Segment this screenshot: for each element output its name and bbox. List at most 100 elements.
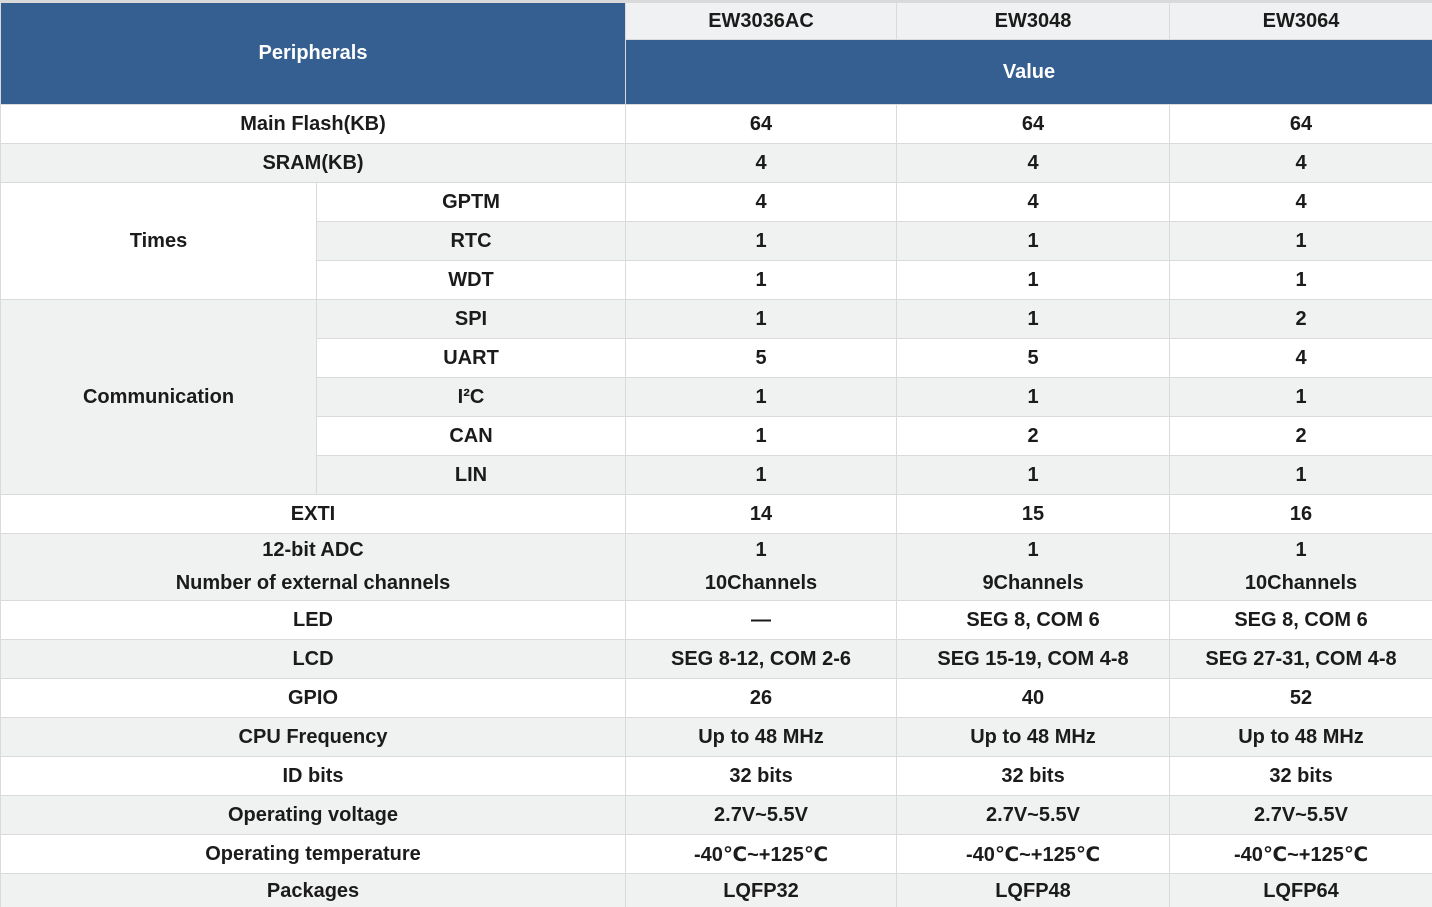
adc-count-ew3036ac: 1 [755,539,767,561]
model-header-ew3036ac: EW3036AC [625,2,898,40]
row-exti: EXTI 14 15 16 [0,494,1432,534]
exti-value-ew3064: 16 [1169,494,1432,534]
lin-value-ew3036ac: 1 [625,455,898,495]
gptm-value-ew3048: 4 [896,182,1171,222]
row-operating-voltage: Operating voltage 2.7V~5.5V 2.7V~5.5V 2.… [0,795,1432,835]
rtc-value-ew3048: 1 [896,221,1171,261]
adc-channels-ew3036ac: 10Channels [704,572,818,594]
communication-group-label: Communication [0,299,317,495]
row-rtc: RTC 1 1 1 [1,221,1432,261]
gpio-value-ew3064: 52 [1169,678,1432,718]
uart-value-ew3048: 5 [896,338,1171,378]
operating-voltage-value-ew3048: 2.7V~5.5V [896,795,1171,835]
operating-temperature-value-ew3036ac: -40℃~+125℃ [625,834,898,874]
row-led: LED — SEG 8, COM 6 SEG 8, COM 6 [0,600,1432,640]
row-cpu-frequency: CPU Frequency Up to 48 MHz Up to 48 MHz … [0,717,1432,757]
operating-voltage-label: Operating voltage [0,795,627,835]
i2c-value-ew3064: 1 [1169,377,1432,417]
row-main-flash: Main Flash(KB) 64 64 64 [0,104,1432,144]
main-flash-value-ew3036ac: 64 [625,104,898,144]
row-uart: UART 5 5 4 [1,338,1432,378]
cpu-frequency-label: CPU Frequency [0,717,627,757]
id-bits-value-ew3048: 32 bits [896,756,1171,796]
cpu-frequency-value-ew3048: Up to 48 MHz [896,717,1171,757]
sram-value-ew3036ac: 4 [625,143,898,183]
wdt-label: WDT [315,260,627,300]
top-border-line [0,0,1432,2]
row-id-bits: ID bits 32 bits 32 bits 32 bits [0,756,1432,796]
adc-count-ew3064: 1 [1295,539,1307,561]
spi-label: SPI [315,299,627,339]
lcd-value-ew3064: SEG 27-31, COM 4-8 [1169,639,1432,679]
adc-channels-ew3048: 9Channels [982,572,1084,594]
operating-temperature-label: Operating temperature [0,834,627,874]
adc-value-ew3048: 1 9Channels [896,533,1171,601]
gpio-label: GPIO [0,678,627,718]
exti-value-ew3036ac: 14 [625,494,898,534]
led-value-ew3048: SEG 8, COM 6 [896,600,1171,640]
i2c-label: I²C [315,377,627,417]
sram-value-ew3064: 4 [1169,143,1432,183]
packages-label: Packages [0,873,627,907]
exti-value-ew3048: 15 [896,494,1171,534]
adc-channels-ew3064: 10Channels [1244,572,1358,594]
row-wdt: WDT 1 1 1 [1,260,1432,300]
id-bits-value-ew3064: 32 bits [1169,756,1432,796]
rtc-value-ew3036ac: 1 [625,221,898,261]
can-value-ew3064: 2 [1169,416,1432,456]
row-gptm: Times GPTM 4 4 4 [0,182,1432,300]
row-i2c: I²C 1 1 1 [1,377,1432,417]
adc-label-line2: Number of external channels [175,572,451,594]
rtc-label: RTC [315,221,627,261]
id-bits-value-ew3036ac: 32 bits [625,756,898,796]
can-label: CAN [315,416,627,456]
model-header-ew3048: EW3048 [896,2,1171,40]
row-spi: Communication SPI 1 1 2 [0,299,1432,495]
spi-value-ew3048: 1 [896,299,1171,339]
spi-value-ew3064: 2 [1169,299,1432,339]
gpio-value-ew3036ac: 26 [625,678,898,718]
uart-value-ew3064: 4 [1169,338,1432,378]
uart-label: UART [315,338,627,378]
times-group-label: Times [0,182,317,300]
can-value-ew3048: 2 [896,416,1171,456]
i2c-value-ew3036ac: 1 [625,377,898,417]
lin-value-ew3048: 1 [896,455,1171,495]
lin-value-ew3064: 1 [1169,455,1432,495]
lcd-value-ew3048: SEG 15-19, COM 4-8 [896,639,1171,679]
exti-label: EXTI [0,494,627,534]
adc-value-ew3064: 1 10Channels [1169,533,1432,601]
gptm-value-ew3064: 4 [1169,182,1432,222]
cpu-frequency-value-ew3036ac: Up to 48 MHz [625,717,898,757]
lin-label: LIN [315,455,627,495]
value-header: Value [625,39,1432,105]
packages-value-ew3048: LQFP48 [896,873,1171,907]
id-bits-label: ID bits [0,756,627,796]
row-can: CAN 1 2 2 [1,416,1432,456]
row-operating-temperature: Operating temperature -40℃~+125℃ -40℃~+1… [0,834,1432,874]
rtc-value-ew3064: 1 [1169,221,1432,261]
wdt-value-ew3036ac: 1 [625,260,898,300]
row-gpio: GPIO 26 40 52 [0,678,1432,718]
packages-value-ew3064: LQFP64 [1169,873,1432,907]
gptm-label: GPTM [315,182,627,222]
row-packages: Packages LQFP32 LQFP48 LQFP64 [0,873,1432,907]
row-adc: 12-bit ADC Number of external channels 1… [0,533,1432,601]
main-flash-label: Main Flash(KB) [0,104,627,144]
sram-value-ew3048: 4 [896,143,1171,183]
operating-voltage-value-ew3036ac: 2.7V~5.5V [625,795,898,835]
row-lcd: LCD SEG 8-12, COM 2-6 SEG 15-19, COM 4-8… [0,639,1432,679]
operating-temperature-value-ew3064: -40℃~+125℃ [1169,834,1432,874]
led-value-ew3064: SEG 8, COM 6 [1169,600,1432,640]
spi-value-ew3036ac: 1 [625,299,898,339]
wdt-value-ew3048: 1 [896,260,1171,300]
cpu-frequency-value-ew3064: Up to 48 MHz [1169,717,1432,757]
lcd-value-ew3036ac: SEG 8-12, COM 2-6 [625,639,898,679]
main-flash-value-ew3048: 64 [896,104,1171,144]
row-lin: LIN 1 1 1 [1,455,1432,495]
main-flash-value-ew3064: 64 [1169,104,1432,144]
can-value-ew3036ac: 1 [625,416,898,456]
model-header-ew3064: EW3064 [1169,2,1432,40]
led-value-ew3036ac: — [625,600,898,640]
adc-count-ew3048: 1 [1027,539,1039,561]
